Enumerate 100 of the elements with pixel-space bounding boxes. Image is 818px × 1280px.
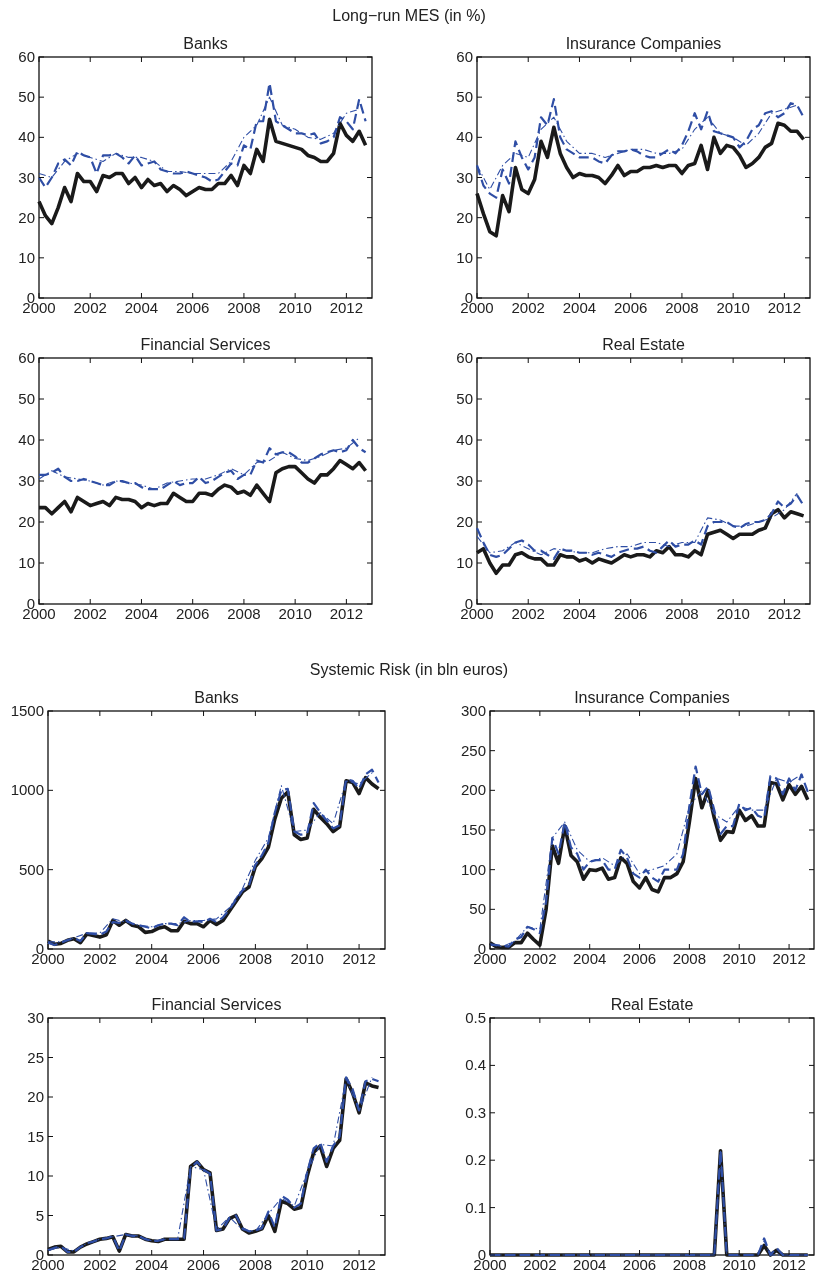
text: Long−run MES (in %) xyxy=(332,7,486,24)
chart-title: Financial Services xyxy=(140,336,271,353)
x-tick-label: 2002 xyxy=(73,299,107,316)
y-tick-label: 1500 xyxy=(10,702,44,719)
x-tick-label: 2006 xyxy=(186,1256,221,1273)
y-tick-label: 0.1 xyxy=(465,1198,486,1216)
x-tick-label: 2008 xyxy=(227,605,261,622)
y-tick-label: 30 xyxy=(18,472,35,489)
x-tick-label: 2004 xyxy=(573,1256,607,1273)
x-tick-label: 2012 xyxy=(767,299,802,316)
x-tick-label: 2006 xyxy=(622,950,657,967)
y-tick-label: 10 xyxy=(456,554,473,571)
y-tick-label: 60 xyxy=(456,349,473,366)
y-tick-label: 50 xyxy=(469,900,486,918)
y-tick-label: 50 xyxy=(456,88,473,106)
y-tick-label: 30 xyxy=(27,1009,44,1026)
x-tick-label: 2004 xyxy=(562,299,597,316)
x-tick-label: 2010 xyxy=(278,299,312,316)
y-tick-label: 60 xyxy=(18,349,35,366)
y-tick-label: 5 xyxy=(35,1206,44,1224)
x-tick-label: 2002 xyxy=(523,1256,557,1273)
y-tick-label: 10 xyxy=(18,554,35,571)
x-tick-label: 2012 xyxy=(772,950,806,967)
y-tick-label: 15 xyxy=(27,1127,44,1145)
x-tick-label: 2012 xyxy=(342,1256,376,1273)
y-tick-label: 10 xyxy=(27,1167,44,1184)
text: Systemic Risk (in bln euros) xyxy=(309,661,509,678)
y-tick-label: 40 xyxy=(456,431,473,448)
y-tick-label: 0.3 xyxy=(465,1103,486,1121)
chart-title: Financial Services xyxy=(151,996,282,1013)
x-tick-label: 2010 xyxy=(722,1256,756,1273)
x-tick-label: 2004 xyxy=(135,1256,169,1273)
x-tick-label: 2006 xyxy=(614,605,648,622)
x-tick-label: 2004 xyxy=(135,950,169,967)
x-tick-label: 2004 xyxy=(562,605,597,622)
y-tick-label: 50 xyxy=(18,390,35,407)
y-tick-label: 250 xyxy=(460,741,486,759)
y-tick-label: 200 xyxy=(460,781,486,799)
chart-title: Banks xyxy=(194,689,239,706)
y-tick-label: 60 xyxy=(18,48,35,65)
x-tick-label: 2008 xyxy=(672,950,707,967)
x-tick-label: 2012 xyxy=(342,950,376,967)
chart-title: Insurance Companies xyxy=(574,689,730,706)
y-tick-label: 30 xyxy=(456,472,473,489)
y-tick-label: 0.2 xyxy=(465,1151,486,1169)
x-tick-label: 2008 xyxy=(665,299,699,316)
y-tick-label: 10 xyxy=(456,248,473,266)
x-tick-label: 2008 xyxy=(238,1256,273,1273)
x-tick-label: 2010 xyxy=(716,605,750,622)
x-tick-label: 2002 xyxy=(523,950,557,967)
y-tick-label: 50 xyxy=(456,390,473,407)
x-tick-label: 2010 xyxy=(716,299,750,316)
x-tick-label: 2010 xyxy=(722,950,756,967)
y-tick-label: 40 xyxy=(18,431,35,448)
y-tick-label: 50 xyxy=(18,88,35,106)
y-tick-label: 30 xyxy=(18,168,35,186)
x-tick-label: 2012 xyxy=(772,1256,806,1273)
y-tick-label: 0.5 xyxy=(465,1009,486,1026)
x-tick-label: 2004 xyxy=(124,299,159,316)
x-tick-label: 2006 xyxy=(186,950,221,967)
x-tick-label: 2004 xyxy=(124,605,159,622)
x-tick-label: 2002 xyxy=(83,950,117,967)
x-tick-label: 2008 xyxy=(238,950,273,967)
x-tick-label: 2002 xyxy=(511,605,545,622)
x-tick-label: 2004 xyxy=(573,950,607,967)
x-tick-label: 2010 xyxy=(290,950,324,967)
x-tick-label: 2012 xyxy=(767,605,802,622)
x-tick-label: 2008 xyxy=(672,1256,707,1273)
y-tick-label: 30 xyxy=(456,168,473,186)
x-tick-label: 2002 xyxy=(73,605,107,622)
y-tick-label: 100 xyxy=(460,860,486,878)
chart-title: Real Estate xyxy=(610,996,694,1013)
chart-title: Real Estate xyxy=(602,336,685,353)
y-tick-label: 300 xyxy=(460,702,486,719)
x-tick-label: 2006 xyxy=(614,299,648,316)
y-tick-label: 1000 xyxy=(10,781,44,799)
y-tick-label: 20 xyxy=(18,208,35,226)
x-tick-label: 2010 xyxy=(290,1256,324,1273)
y-tick-label: 20 xyxy=(27,1088,44,1105)
y-tick-label: 500 xyxy=(18,860,44,878)
chart-title: Insurance Companies xyxy=(565,35,722,52)
y-tick-label: 25 xyxy=(27,1048,44,1066)
y-tick-label: 150 xyxy=(460,821,486,838)
x-tick-label: 2002 xyxy=(83,1256,117,1273)
y-tick-label: 40 xyxy=(456,128,473,146)
x-tick-label: 2008 xyxy=(665,605,699,622)
chart-title: Banks xyxy=(183,35,228,52)
y-tick-label: 20 xyxy=(456,208,473,226)
x-tick-label: 2006 xyxy=(176,299,210,316)
x-tick-label: 2012 xyxy=(329,605,364,622)
y-tick-label: 20 xyxy=(456,513,473,530)
x-tick-label: 2008 xyxy=(227,299,261,316)
y-tick-label: 20 xyxy=(18,513,35,530)
y-tick-label: 60 xyxy=(456,48,473,65)
x-tick-label: 2006 xyxy=(622,1256,657,1273)
x-tick-label: 2012 xyxy=(329,299,364,316)
x-tick-label: 2006 xyxy=(176,605,210,622)
x-tick-label: 2010 xyxy=(278,605,312,622)
x-tick-label: 2002 xyxy=(511,299,545,316)
y-tick-label: 0.4 xyxy=(465,1056,486,1074)
